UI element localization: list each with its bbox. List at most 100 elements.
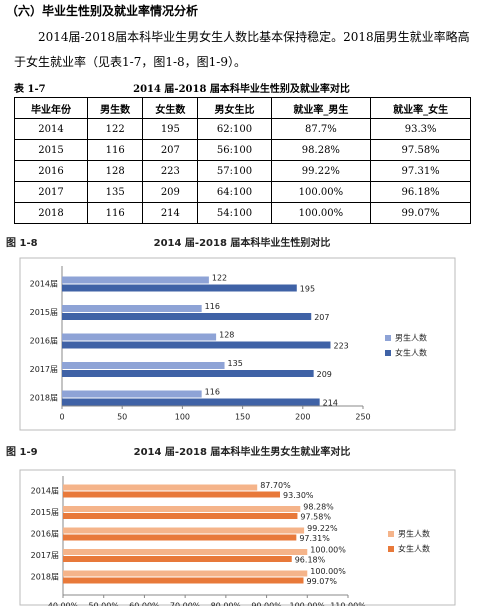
data-label: 116 [205, 302, 220, 311]
header-cell: 男女生比 [197, 97, 272, 119]
table-cell: 56:100 [197, 139, 272, 161]
table-row: 2015 116 207 56:100 98.28% 97.58% [13, 139, 471, 161]
table-cell: 116 [87, 139, 144, 161]
table-row: 2018 116 214 54:100 100.00% 99.07% [13, 202, 471, 224]
table-cell: 2018 [13, 202, 89, 224]
header-cell: 女生数 [142, 97, 199, 119]
table-cell: 98.28% [270, 139, 372, 161]
y-tick-label: 2017届 [31, 551, 59, 560]
y-tick-label: 2018届 [30, 394, 58, 403]
table: 毕业年份 男生数 女生数 男女生比 就业率_男生 就业率_女生 2014 122 195 62:1… [13, 97, 471, 224]
table-cell: 207 [142, 139, 199, 161]
data-label: 100.00% [310, 567, 346, 576]
table-row: 2017 135 209 64:100 100.00% 96.18% [13, 181, 471, 203]
data-label: 214 [323, 399, 338, 408]
table-row: 2016 128 223 57:100 99.22% 97.31% [13, 160, 471, 182]
data-label: 122 [212, 274, 227, 283]
table-cell: 128 [87, 160, 144, 182]
y-tick-label: 2014届 [30, 280, 58, 289]
x-tick-label: 100.00% [289, 602, 325, 606]
x-tick-label: 70.00% [170, 602, 201, 606]
y-tick-label: 2014届 [31, 487, 59, 496]
data-label: 99.07% [306, 577, 337, 586]
bar [62, 313, 312, 320]
data-label: 128 [219, 331, 234, 340]
chart-1-9: 图 1-9 2014 届-2018 届本科毕业生男女生就业率对比 40.00% 5… [6, 445, 456, 606]
bar [62, 305, 202, 312]
bar [62, 284, 297, 292]
table-cell: 2017 [13, 181, 89, 203]
bar [63, 513, 298, 519]
data-label: 87.70% [260, 481, 291, 490]
header-cell: 男生数 [87, 97, 144, 119]
data-label: 195 [300, 285, 315, 294]
table-row: 2014 122 195 62:100 87.7% 93.3% [13, 118, 471, 140]
bar [62, 276, 209, 284]
table-cell: 122 [87, 118, 144, 140]
bar [62, 341, 331, 349]
y-tick-label: 2015届 [31, 508, 59, 517]
bar [62, 362, 225, 369]
data-label: 135 [228, 359, 243, 368]
x-tick-label: 250 [355, 413, 370, 422]
table-cell: 209 [142, 181, 199, 203]
x-tick-label: 110.00% [330, 602, 366, 606]
header-cell: 就业率_男生 [270, 97, 372, 119]
x-tick-label: 60.00% [129, 602, 160, 606]
data-label: 99.22% [307, 524, 338, 533]
y-tick-label: 2015届 [30, 308, 58, 317]
table-cell: 100.00% [270, 202, 372, 224]
bar [62, 398, 320, 406]
table-cell: 116 [87, 202, 144, 224]
chart-title: 2014 届-2018 届本科毕业生男女生就业率对比 [134, 445, 351, 458]
table-cell: 99.07% [370, 202, 471, 224]
bar [63, 506, 301, 512]
bar [62, 390, 202, 398]
table-cell: 57:100 [197, 160, 272, 182]
bar [62, 333, 217, 341]
paragraph: 2014届-2018届本科毕业生男女生人数比基本保持稳定。2018届男生就业率略… [14, 30, 470, 69]
legend-swatch [385, 350, 391, 356]
table-cell: 195 [142, 118, 199, 140]
data-label: 209 [317, 370, 332, 379]
table-cell: 54:100 [197, 202, 272, 224]
table-cell: 87.7% [270, 118, 372, 140]
bar [63, 577, 304, 584]
table-label: 表 1-7 [14, 84, 46, 95]
legend-swatch [388, 546, 394, 552]
data-label: 223 [333, 342, 348, 351]
y-tick-label: 2016届 [30, 337, 58, 346]
x-tick-label: 80.00% [211, 602, 242, 606]
x-tick-label: 100 [175, 413, 190, 422]
data-label: 98.28% [303, 503, 334, 512]
data-label: 100.00% [310, 546, 346, 555]
table-header: 毕业年份 男生数 女生数 男女生比 就业率_男生 就业率_女生 [13, 97, 471, 119]
legend-swatch [385, 335, 391, 341]
legend-label: 男生人数 [395, 333, 427, 343]
x-tick-label: 50.00% [88, 602, 119, 606]
table-body: 2014 122 195 62:100 87.7% 93.3% 2015 116 207 56:1… [13, 118, 471, 224]
table-cell: 135 [87, 181, 144, 203]
data-label: 96.18% [295, 556, 326, 565]
legend-label: 女生人数 [395, 348, 427, 358]
x-tick-label: 40.00% [48, 602, 79, 606]
chart-title: 2014 届-2018 届本科毕业生性别对比 [154, 236, 331, 249]
bar [63, 484, 258, 491]
table-caption: 2014 届-2018 届本科毕业生性别及就业率对比 [133, 84, 350, 95]
data-label: 116 [205, 388, 220, 397]
chart-1-8: 图 1-8 2014 届-2018 届本科毕业生性别对比 0 50 100 150 20… [6, 236, 456, 431]
bar [62, 370, 314, 377]
figure-label: 图 1-8 [6, 237, 38, 249]
x-tick-label: 0 [59, 413, 64, 422]
bar [63, 527, 305, 534]
table-cell: 100.00% [270, 181, 372, 203]
bar [63, 556, 292, 562]
figure-label: 图 1-9 [6, 446, 38, 458]
x-tick-label: 50 [117, 413, 127, 422]
header-cell: 就业率_女生 [370, 97, 471, 119]
table-cell: 64:100 [197, 181, 272, 203]
table-cell: 214 [142, 202, 199, 224]
legend-label: 男生人数 [398, 529, 430, 539]
table-cell: 97.58% [370, 139, 471, 161]
data-label: 97.58% [300, 513, 331, 522]
